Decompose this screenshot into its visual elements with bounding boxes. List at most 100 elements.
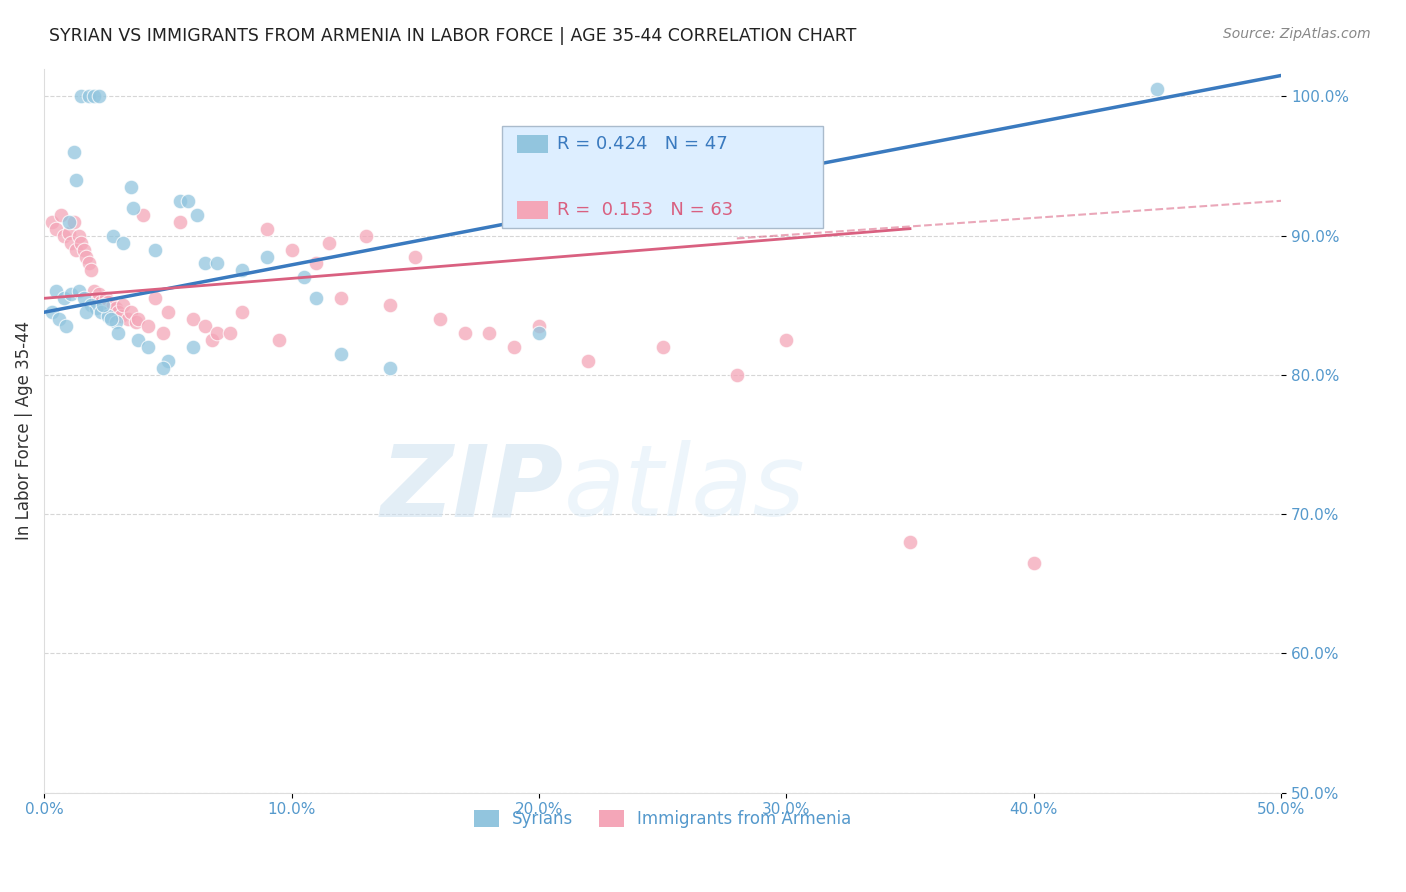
Point <box>527 319 550 334</box>
Point <box>503 340 526 354</box>
Point <box>256 221 278 235</box>
Point <box>58 215 80 229</box>
Point <box>136 319 159 334</box>
Point <box>120 180 142 194</box>
Point <box>112 235 135 250</box>
Point <box>898 535 921 549</box>
Point <box>62 145 84 159</box>
Text: SYRIAN VS IMMIGRANTS FROM ARMENIA IN LABOR FORCE | AGE 35-44 CORRELATION CHART: SYRIAN VS IMMIGRANTS FROM ARMENIA IN LAB… <box>49 27 856 45</box>
Point <box>41 215 63 229</box>
Point <box>77 89 100 103</box>
Point <box>318 235 340 250</box>
Point <box>80 263 103 277</box>
Point <box>103 298 125 312</box>
Point <box>292 270 315 285</box>
Point <box>65 173 87 187</box>
Point <box>404 250 426 264</box>
Point <box>52 228 75 243</box>
Point <box>122 201 145 215</box>
Point <box>93 298 115 312</box>
Point <box>87 89 110 103</box>
Point <box>70 89 93 103</box>
Point <box>725 368 748 382</box>
Point <box>1146 82 1168 96</box>
Legend: Syrians, Immigrants from Armenia: Syrians, Immigrants from Armenia <box>467 804 858 835</box>
Point <box>1022 556 1045 570</box>
Point <box>51 208 73 222</box>
Point <box>207 326 229 340</box>
Point <box>330 291 353 305</box>
Y-axis label: In Labor Force | Age 35-44: In Labor Force | Age 35-44 <box>15 321 32 541</box>
Point <box>124 315 146 329</box>
Point <box>152 326 174 340</box>
Point <box>80 298 103 312</box>
Point <box>136 340 159 354</box>
Point <box>181 340 204 354</box>
Point <box>94 291 117 305</box>
Point <box>305 256 328 270</box>
Point <box>181 312 204 326</box>
Point <box>127 312 149 326</box>
Point <box>110 310 132 324</box>
Point <box>103 228 125 243</box>
Point <box>169 194 191 208</box>
Point <box>231 263 253 277</box>
Point <box>84 301 107 315</box>
Point <box>132 208 155 222</box>
Point <box>651 340 673 354</box>
Point <box>93 298 115 312</box>
Text: R = 0.424   N = 47: R = 0.424 N = 47 <box>557 136 728 153</box>
Point <box>169 215 191 229</box>
Point <box>83 89 105 103</box>
Point <box>62 215 84 229</box>
Point <box>67 228 90 243</box>
Point <box>58 226 80 240</box>
Point <box>186 208 208 222</box>
Point <box>100 301 122 315</box>
Point <box>152 360 174 375</box>
Point <box>330 347 353 361</box>
Point <box>280 243 302 257</box>
Text: atlas: atlas <box>564 440 806 537</box>
Point <box>75 305 97 319</box>
Point <box>176 194 198 208</box>
Point <box>60 235 83 250</box>
Text: ZIP: ZIP <box>381 440 564 537</box>
Point <box>354 228 377 243</box>
Point <box>218 326 240 340</box>
Point <box>454 326 477 340</box>
Point <box>55 319 77 334</box>
Point <box>107 326 129 340</box>
Point <box>100 312 122 326</box>
Point <box>97 295 120 310</box>
Point <box>145 243 167 257</box>
Point <box>380 298 402 312</box>
Text: R =  0.153   N = 63: R = 0.153 N = 63 <box>557 201 734 219</box>
FancyBboxPatch shape <box>502 127 824 227</box>
Point <box>104 315 127 329</box>
Point <box>60 287 83 301</box>
Point <box>45 221 67 235</box>
Point <box>45 285 67 299</box>
FancyBboxPatch shape <box>516 201 547 219</box>
Point <box>70 235 93 250</box>
Point <box>90 305 112 319</box>
Point <box>52 291 75 305</box>
Point <box>67 285 90 299</box>
Point <box>305 291 328 305</box>
Point <box>107 305 129 319</box>
Point <box>256 250 278 264</box>
Point <box>41 305 63 319</box>
Point <box>117 312 139 326</box>
Point <box>90 295 112 310</box>
FancyBboxPatch shape <box>516 136 547 153</box>
Point <box>775 333 797 347</box>
Point <box>127 333 149 347</box>
Point <box>527 326 550 340</box>
Point <box>112 298 135 312</box>
Point <box>48 312 70 326</box>
Point <box>83 285 105 299</box>
Point <box>269 333 291 347</box>
Point <box>84 291 107 305</box>
Text: Source: ZipAtlas.com: Source: ZipAtlas.com <box>1223 27 1371 41</box>
